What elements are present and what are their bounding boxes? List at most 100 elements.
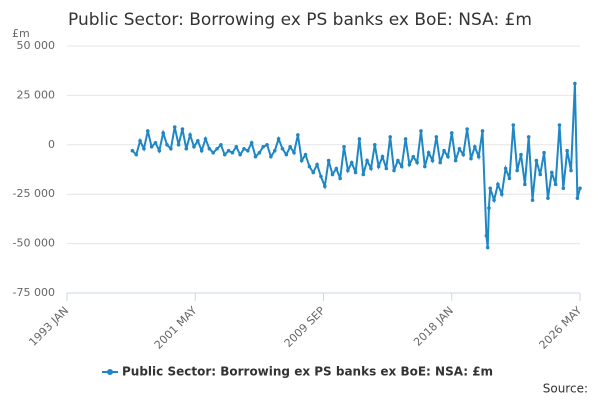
y-unit: £m [12,27,30,40]
data-point [145,129,150,133]
data-point [276,137,281,141]
y-tick-label: -50 000 [13,237,55,250]
data-point [434,135,439,139]
data-point [261,144,266,149]
data-point [157,148,162,153]
data-point [496,182,500,187]
data-point [188,133,192,137]
data-point [549,170,554,175]
series-line [131,83,581,248]
data-point [485,245,490,250]
data-point [346,168,350,173]
data-point [219,143,223,147]
data-point [176,143,181,147]
data-point [561,186,566,191]
data-point [153,141,158,145]
data-point [442,148,446,153]
data-point [403,137,408,141]
data-point [288,144,292,149]
data-point [199,148,204,153]
data-point [138,139,142,143]
data-point [349,160,354,165]
data-point [226,148,231,153]
data-point [492,198,496,202]
data-point [303,152,308,157]
data-point [334,166,339,171]
data-point [215,146,219,151]
data-point [203,137,208,141]
data-point [361,172,366,177]
data-point [473,144,477,149]
data-point [292,150,296,155]
data-point [161,131,165,135]
data-point [315,162,319,167]
data-point [130,148,135,153]
legend-label: Public Sector: Borrowing ex PS banks ex … [122,365,493,379]
data-point [357,137,362,141]
data-point [353,170,358,175]
data-point [515,168,519,173]
data-point [503,166,508,171]
data-point [322,184,327,189]
data-point [230,150,235,155]
data-point [169,146,173,151]
data-point [415,160,419,165]
data-point [172,125,177,129]
data-point [342,144,346,149]
data-point [449,131,454,135]
data-point [575,196,580,200]
data-point [330,172,335,177]
data-point [284,152,289,157]
data-point [184,146,189,151]
x-tick-label: 2009 SEP [282,304,328,350]
data-point [423,164,427,169]
legend-marker [107,369,113,375]
data-point [376,164,381,169]
data-point [446,154,450,159]
data-point [319,174,323,179]
data-point [426,150,431,155]
source: Source: [543,382,588,396]
data-point [526,135,531,139]
x-tick-label: 1993 JAN [26,304,71,349]
data-point [546,196,550,200]
data-point [242,146,246,151]
data-point [488,186,493,191]
data-point [461,152,466,157]
data-point [476,154,481,159]
data-point [165,143,169,147]
data-point [565,148,569,153]
data-point [487,206,491,210]
data-point [419,129,423,133]
data-point [180,127,185,131]
data-point [134,152,139,157]
data-point [519,152,523,157]
data-point [365,158,369,163]
chart-title: Public Sector: Borrowing ex PS banks ex … [68,10,532,30]
data-point [142,146,146,151]
data-point [280,146,285,151]
data-point [211,150,216,155]
data-point [380,154,385,159]
data-point [384,166,389,171]
y-tick-label: 50 000 [17,39,56,52]
y-tick-label: -75 000 [13,286,55,299]
data-point [396,158,400,163]
data-point [272,148,277,153]
y-tick-label: 0 [48,138,55,151]
x-tick-label: 2026 MAY [537,304,585,352]
data-point [507,176,512,181]
data-point [457,146,462,151]
data-point [573,81,577,86]
data-point [534,158,539,163]
data-point [480,129,485,133]
data-point [453,158,458,163]
data-point [149,144,154,149]
data-point [553,182,558,187]
data-point [569,168,573,173]
data-point [484,233,489,238]
data-point [523,182,527,187]
data-point [538,172,543,177]
data-point [411,154,416,159]
